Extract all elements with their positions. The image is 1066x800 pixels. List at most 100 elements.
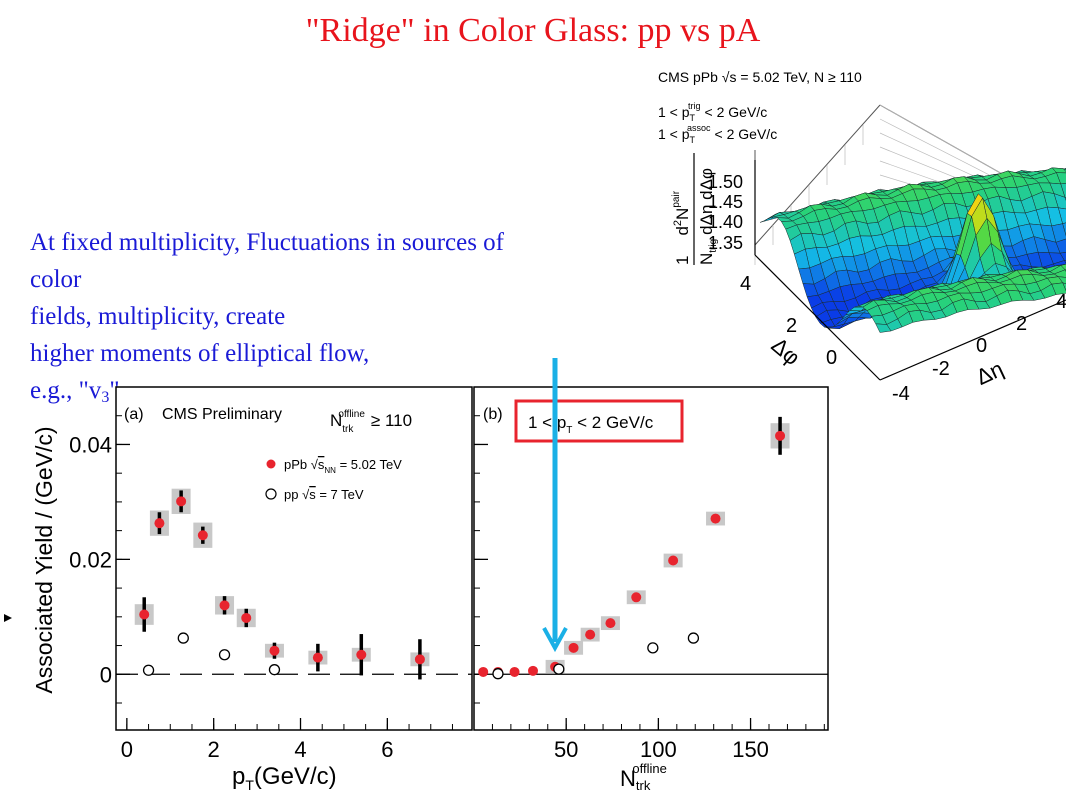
y-tick-label: 0.02 [69,547,112,572]
inset-trig-cut: 1 < pTtrig < 2 GeV/c [658,101,767,123]
pp-point [268,664,281,676]
inset-assoc-a: 1 < p [658,126,690,142]
z-tick-3: 1.35 [708,233,743,253]
eta-tick-1: 2 [1016,313,1027,335]
z-den-b: trig [708,239,719,253]
z-num-e: pair [671,190,682,207]
xlabel-a-p: p [232,763,245,790]
x-tick-label: 50 [554,737,578,762]
eta-tick-0: 4 [1056,291,1066,313]
ppb-point [478,666,489,677]
panel-a-frame [115,386,473,731]
z-tick-1: 1.45 [708,192,743,212]
x-tick-label: 150 [732,737,769,762]
slide-title: "Ridge" in Color Glass: pp vs pA [305,12,761,49]
panel-b-ticks: 50 100 150 [473,415,825,762]
body-line-4: e.g., "v3" [30,372,640,416]
ppb-point [356,649,367,660]
x-tick-label: 0 [121,737,133,762]
body-line-4-suffix: " [109,377,120,404]
body-text: At fixed multiplicity, Fluctuations in s… [30,224,640,416]
ppb-point [176,496,187,507]
ppb-point [154,518,165,529]
pt-range-highlight-box [514,399,684,443]
pp-point [553,663,565,675]
legend-ppb-text: pPb √sNN = 5.02 TeV [284,457,402,475]
ppb-point [631,592,642,603]
inset-assoc-b: < 2 GeV/c [715,126,778,142]
legend-ppb-c: = 5.02 TeV [336,457,402,472]
inset-header: CMS pPb √s = 5.02 TeV, N ≥ 110 [658,69,862,85]
pp-point [177,632,189,644]
eta-tick-3: -2 [932,358,950,380]
legend-ppb-sub: NN [324,466,336,475]
xlabel-b-n: N [620,766,636,791]
ppb-point [414,654,425,665]
z-num-d: N [673,208,692,220]
z-num-a: 1 [673,256,692,265]
box-back-left [754,104,881,246]
left-edge-marker [4,614,12,622]
surface-patch [875,323,892,333]
ppb-point [241,612,252,623]
inset-trig-sub: T [690,113,696,123]
phi-tick-1: 2 [786,315,797,337]
cut-sup: offline [338,409,365,420]
legend-pp-b: s [309,487,316,502]
ppb-point [269,645,280,656]
z-label-denominator: Ntrig dΔη dΔφ [697,168,719,265]
surface-axes [754,160,1066,381]
legend-pp-text: pp √s = 7 TeV [284,487,364,502]
highlight-sub: T [566,425,572,436]
phi-tick-2: 0 [826,347,837,369]
eta-tick-4: -4 [892,383,910,405]
ppb-point [775,430,786,441]
body-line-4-prefix: e.g., "v [30,377,102,404]
x-tick-label: 4 [294,737,306,762]
panel-b-frame [473,386,829,731]
legend-ppb-a: pPb √ [284,457,319,472]
inset-trig-sup: trig [688,101,701,111]
multiplicity-arrow [542,358,568,653]
ppb-point [509,666,520,677]
body-line-1: At fixed multiplicity, Fluctuations in s… [30,224,640,261]
inset-trig-a: 1 < p [658,104,690,120]
pp-point [687,632,700,644]
xlabel-a-suffix: (GeV/c) [254,763,337,790]
x-tick-label: 2 [208,737,220,762]
eta-tick-2: 0 [976,335,987,357]
panel-b-x-axis-label: Ntrk offline [620,761,667,793]
ppb-point [585,629,596,640]
legend-pp-marker [265,488,277,500]
pp-point [218,649,231,661]
x-tick-label: 6 [381,737,393,762]
z-tick-0: 1.50 [708,172,743,192]
surface-mesh [759,167,1066,333]
phi-tick-0: 4 [740,273,751,295]
z-tick-2: 1.40 [708,212,743,232]
x-tick-label: 100 [640,737,677,762]
cut-value: ≥ 110 [371,411,412,430]
ppb-point [219,600,230,611]
panel-a-ticks: 0 2 4 6 0 0.02 0.04 [69,415,453,762]
arrow-head [542,627,568,653]
body-line-4-sub: 3 [101,389,110,406]
pp-point [492,668,504,680]
z-num-b: d [673,226,692,235]
body-line-1-part: At fixed multiplicity, Fluctuations in s… [30,229,505,256]
y-axis-label: Associated Yield / (GeV/c) [31,426,57,693]
panel-a-cut-label: Ntrk offline ≥ 110 [330,409,412,435]
panel-a-marks [134,488,430,680]
cut-sub: trk [342,424,354,435]
pp-point [142,664,155,676]
legend-pp-c: = 7 TeV [316,487,364,502]
ppb-point [568,642,579,653]
body-line-2: fields, multiplicity, create [30,303,286,330]
z-label-numerator: 1 d2Npair [671,190,692,265]
xlabel-b-sub: trk [636,778,651,793]
panel-a-label: (a) [124,406,144,423]
z-den-a: N [697,253,716,265]
legend-pp-a: pp √ [284,487,310,502]
